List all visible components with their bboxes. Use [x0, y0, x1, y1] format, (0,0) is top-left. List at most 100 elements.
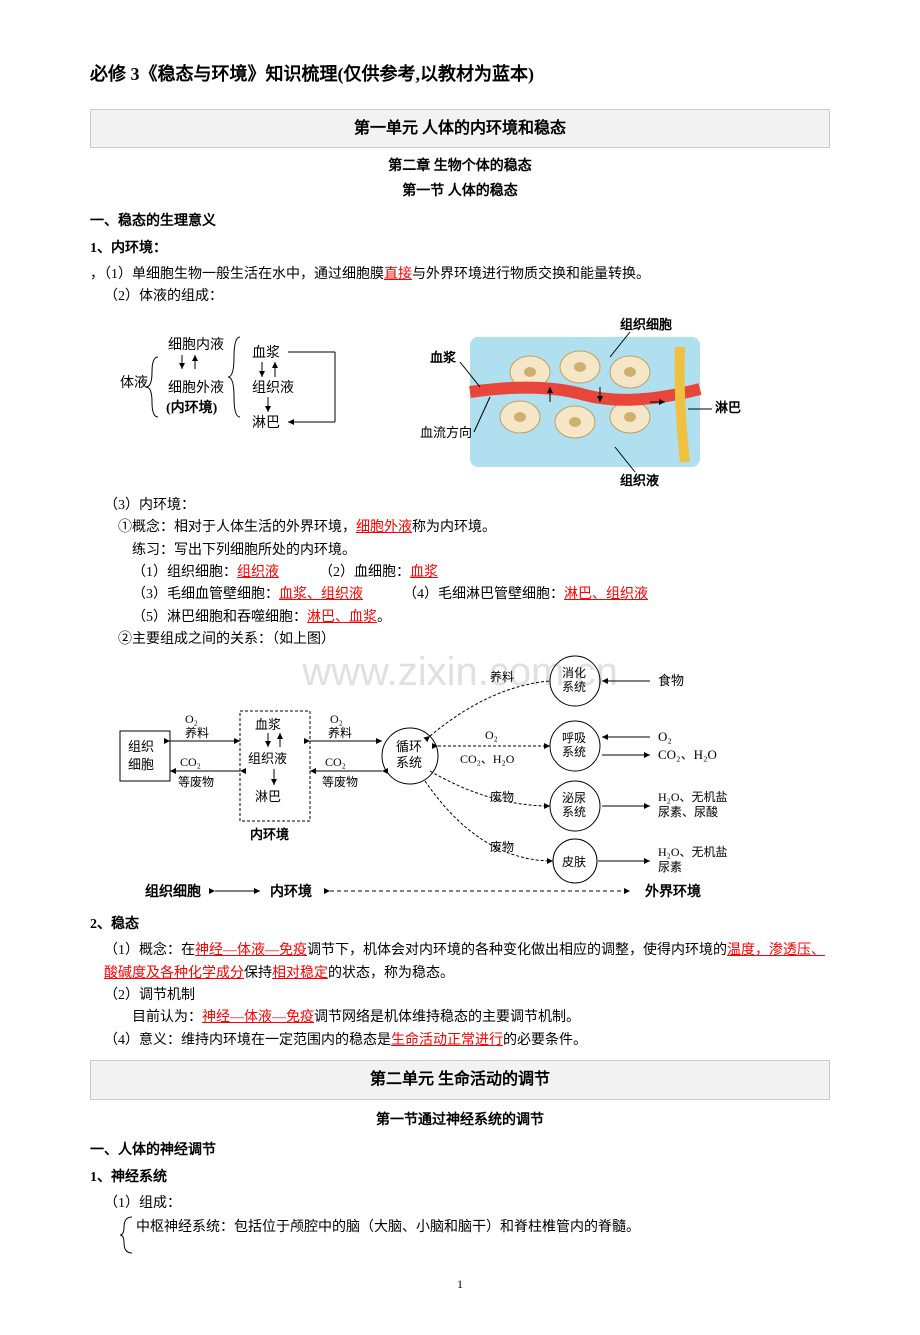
txt-co2-2: CO₂: [325, 755, 346, 769]
ns-line: 中枢神经系统：包括位于颅腔中的脑（大脑、小脑和脑干）和脊柱椎管内的脊髓。: [136, 1215, 640, 1239]
label-tissue-d: 组织液: [252, 380, 294, 396]
txt-co2h2o-1: CO₂、H₂O: [460, 752, 515, 766]
txt-resp2: 系统: [562, 745, 586, 759]
txt-o2-2: O₂: [330, 712, 343, 726]
heading-neural-reg: 一、人体的神经调节: [90, 1140, 830, 1162]
txt-circ1: 循环: [396, 739, 422, 754]
h2-4-post: 的必要条件。: [503, 1033, 587, 1048]
txt-nut-2: 养料: [328, 725, 352, 740]
brace-right: [228, 337, 240, 417]
label-inner-fluid: 细胞内液: [168, 337, 224, 353]
p3-1-post: 称为内环境。: [412, 520, 496, 535]
txt-o2-3: O₂: [485, 728, 498, 742]
practice-row3: （5）淋巴细胞和吞噬细胞：淋巴、血浆。: [132, 607, 830, 629]
txt-waste-2: 等废物: [322, 774, 358, 789]
txt-o2-1: O₂: [185, 712, 198, 726]
unit1-header: 第一单元 人体的内环境和稳态: [90, 109, 830, 149]
p3-1-pre: ①概念：相对于人体生活的外界环境，: [118, 520, 356, 535]
main-title: 必修 3《稳态与环境》知识梳理(仅供参考,以教材为蓝本): [90, 60, 830, 89]
lbl-flowdir: 血流方向: [420, 425, 472, 440]
a-sc: [425, 781, 553, 861]
para-relation: ②主要组成之间的关系：（如上图）: [118, 629, 830, 651]
para-unicell: ，（1）单细胞生物一般生活在水中，通过细胞膜直接与外界环境进行物质交换和能量转换…: [90, 264, 830, 286]
h2-2-pre: 目前认为：: [132, 1010, 202, 1025]
brace-ns: [118, 1215, 136, 1255]
heading-homeostasis: 2、稳态: [90, 914, 830, 936]
lymph-vessel: [680, 347, 685, 462]
pr1a-pre: （1）组织细胞：: [132, 565, 237, 580]
practice-row2: （3）毛细血管壁细胞：血浆、组织液 （4）毛细淋巴管壁细胞：淋巴、组织液: [132, 584, 830, 606]
lbl-tissue-fluid-img: 组织液: [620, 473, 659, 487]
p1-pre: ，（1）单细胞生物一般生活在水中，通过细胞膜: [90, 267, 384, 282]
pr2a-pre: （3）毛细血管壁细胞：: [132, 587, 279, 602]
txt-urin1: 泌尿: [562, 791, 586, 805]
pr2b-pre: （4）毛细淋巴管壁细胞：: [403, 587, 564, 602]
txt-skin: 皮肤: [562, 854, 586, 869]
para-homeo-meaning: （4）意义：维持内环境在一定范围内的稳态是生命活动正常进行的必要条件。: [104, 1030, 830, 1052]
txt-waste-1: 等废物: [178, 774, 214, 789]
h2-1-pre: （1）概念：在: [104, 943, 195, 958]
label-outer-fluid: 细胞外液: [168, 380, 224, 396]
pr1b-red: 血浆: [410, 565, 438, 580]
ns-row: 中枢神经系统：包括位于颅腔中的脑（大脑、小脑和脑干）和脊柱椎管内的脊髓。: [118, 1215, 830, 1255]
txt-tc1: 组织: [128, 739, 154, 754]
chapter1-title: 第二章 生物个体的稳态: [90, 156, 830, 178]
txt-sweat1: H₂O、无机盐: [658, 845, 728, 859]
h2-4-red: 生命活动正常进行: [391, 1033, 503, 1048]
practice-label: 练习：写出下列细胞所处的内环境。: [132, 540, 830, 562]
h2-1-m1: 调节下，机体会对内环境的各种变化做出相应的调整，使得内环境的: [307, 943, 727, 958]
txt-nut-3: 养料: [490, 669, 514, 684]
txt-plasma-b: 血浆: [255, 717, 281, 732]
para-mech-line: 目前认为：神经—体液—免疫调节网络是机体维持稳态的主要调节机制。: [132, 1007, 830, 1029]
h2-2-post: 调节网络是机体维持稳态的主要调节机制。: [314, 1010, 580, 1025]
txt-bot-ie: 内环境: [270, 883, 312, 900]
h2-1-post: 的状态，称为稳态。: [328, 966, 454, 981]
txt-resp1: 呼吸: [562, 731, 586, 745]
p1-red: 直接: [384, 267, 412, 282]
pr1a-red: 组织液: [237, 565, 279, 580]
label-plasma-d: 血浆: [252, 345, 280, 361]
txt-co2-1: CO₂: [180, 755, 201, 769]
para-homeo-concept: （1）概念：在神经—体液—免疫调节下，机体会对内环境的各种变化做出相应的调整，使…: [104, 940, 830, 985]
unit2-header: 第二单元 生命活动的调节: [90, 1060, 830, 1100]
fluid-composition-row: 体液 细胞内液 细胞外液 (内环境) 血浆 组织液 淋巴: [90, 317, 830, 487]
p3-1-red: 细胞外液: [356, 520, 412, 535]
txt-o2in: O₂: [658, 729, 672, 744]
label-body-fluid: 体液: [120, 375, 148, 391]
heading-physio: 一、稳态的生理意义: [90, 211, 830, 233]
lbl-plasma-img: 血浆: [430, 350, 457, 365]
label-inner-env-paren: (内环境): [166, 399, 218, 416]
para-inner-env-def: （3）内环境：: [104, 495, 830, 517]
section2-1-title: 第一节通过神经系统的调节: [90, 1110, 830, 1132]
txt-inner-env-b: 内环境: [250, 827, 289, 842]
h2-1-r3: 相对稳定: [272, 966, 328, 981]
txt-dig1: 消化: [562, 666, 586, 680]
txt-circ2: 系统: [396, 755, 422, 770]
pr3-pre: （5）淋巴细胞和吞噬细胞：: [132, 610, 307, 625]
txt-bot-tc: 组织细胞: [145, 883, 201, 900]
txt-urine1: H₂O、无机盐: [658, 790, 728, 804]
txt-bot-oe: 外界环境: [645, 883, 701, 900]
lbl-lymph-img: 淋巴: [715, 400, 741, 415]
h2-1-r1: 神经—体液—免疫: [195, 943, 307, 958]
fluid-brace-diagram: 体液 细胞内液 细胞外液 (内环境) 血浆 组织液 淋巴: [90, 317, 400, 457]
heading-inner-env: 1、内环境：: [90, 238, 830, 260]
txt-lymph-b: 淋巴: [255, 789, 281, 804]
practice-row1: （1）组织细胞：组织液 （2）血细胞：血浆: [132, 562, 830, 584]
txt-co2out: CO₂、H₂O: [658, 747, 717, 762]
para-fluid-comp: （2）体液的组成：: [104, 286, 830, 308]
txt-tissue-b: 组织液: [248, 751, 287, 766]
txt-urine2: 尿素、尿酸: [658, 804, 718, 819]
txt-urin2: 系统: [562, 805, 586, 819]
h2-4-pre: （4）意义：维持内环境在一定范围内的稳态是: [104, 1033, 391, 1048]
h2-2-red: 神经—体液—免疫: [202, 1010, 314, 1025]
heading-nervous-sys: 1、神经系统: [90, 1167, 830, 1189]
txt-food: 食物: [658, 673, 684, 688]
txt-waste3: 废物: [490, 789, 514, 804]
txt-dig2: 系统: [562, 680, 586, 694]
para-mech-label: （2）调节机制: [104, 985, 830, 1007]
txt-nut-1: 养料: [185, 725, 209, 740]
para-concept: ①概念：相对于人体生活的外界环境，细胞外液称为内环境。: [118, 517, 830, 539]
system-flow-diagram: 组织 细胞 血浆 组织液 淋巴 内环境 O₂ 养料 CO₂ 等废物 循环 系统 …: [90, 651, 810, 901]
pr2a-red: 血浆、组织液: [279, 587, 363, 602]
